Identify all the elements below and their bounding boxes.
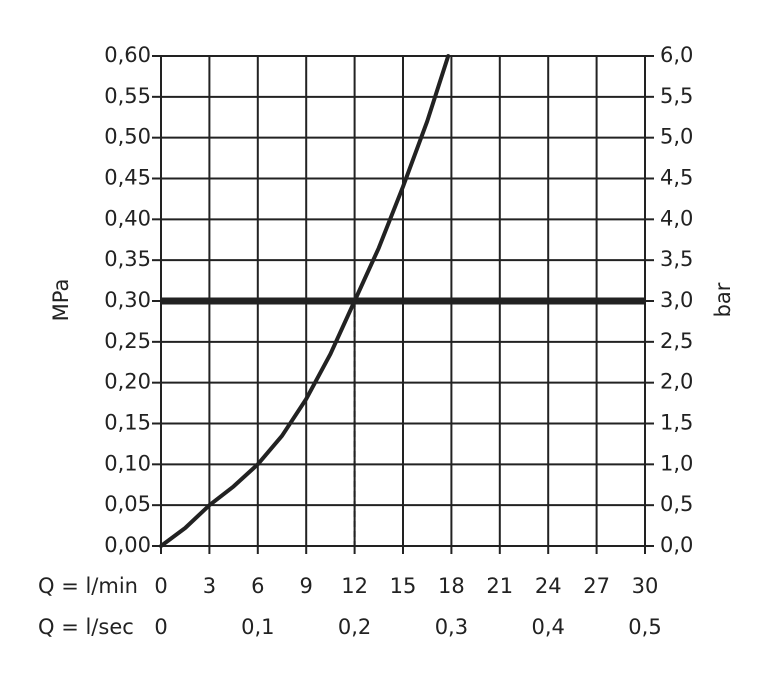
y2-tick-label: 3,0 [660, 288, 693, 312]
y-tick-label: 0,00 [104, 533, 151, 557]
x2-tick-label: 0,1 [241, 615, 274, 639]
y2-tick-label: 5,5 [660, 84, 693, 108]
x2-tick-label: 0,5 [628, 615, 661, 639]
y2-tick-label: 5,0 [660, 125, 693, 149]
y2-tick-label: 4,0 [660, 206, 693, 230]
x-tick-label: 12 [341, 574, 368, 598]
y-tick-label: 0,10 [104, 451, 151, 475]
x-tick-label: 15 [390, 574, 417, 598]
x-tick-label: 21 [486, 574, 513, 598]
y2-tick-label: 3,5 [660, 247, 693, 271]
y2-tick-label: 1,5 [660, 411, 693, 435]
y-tick-label: 0,20 [104, 370, 151, 394]
x-tick-label: 18 [438, 574, 465, 598]
y-tick-label: 0,55 [104, 84, 151, 108]
x-tick-label: 24 [535, 574, 562, 598]
y-tick-label: 0,45 [104, 166, 151, 190]
y2-tick-label: 2,0 [660, 370, 693, 394]
x-tick-label: 0 [154, 574, 167, 598]
x-tick-label: 3 [203, 574, 216, 598]
y-tick-label: 0,40 [104, 206, 151, 230]
x-tick-label: 27 [583, 574, 610, 598]
y-tick-label: 0,60 [104, 43, 151, 67]
x2-tick-label: 0 [154, 615, 167, 639]
x2-axis-label: Q = l/sec [38, 615, 134, 639]
x-axis-label: Q = l/min [38, 574, 138, 598]
x2-tick-label: 0,2 [338, 615, 371, 639]
x2-tick-label: 0,3 [435, 615, 468, 639]
y-tick-label: 0,50 [104, 125, 151, 149]
x2-tick-label: 0,4 [531, 615, 564, 639]
curve [159, 54, 451, 548]
y-tick-label: 0,30 [104, 288, 151, 312]
y2-tick-label: 1,0 [660, 451, 693, 475]
y-tick-label: 0,15 [104, 411, 151, 435]
x-tick-label: 30 [632, 574, 659, 598]
y2-tick-label: 0,0 [660, 533, 693, 557]
y2-tick-label: 6,0 [660, 43, 693, 67]
y2-tick-label: 4,5 [660, 166, 693, 190]
y2-tick-label: 0,5 [660, 492, 693, 516]
y2-axis-label: bar [711, 282, 735, 317]
y-tick-label: 0,35 [104, 247, 151, 271]
y-tick-label: 0,25 [104, 329, 151, 353]
y2-tick-label: 2,5 [660, 329, 693, 353]
x-tick-label: 6 [251, 574, 264, 598]
y-axis-label: MPa [49, 279, 73, 322]
x-tick-label: 9 [300, 574, 313, 598]
y-tick-label: 0,05 [104, 492, 151, 516]
